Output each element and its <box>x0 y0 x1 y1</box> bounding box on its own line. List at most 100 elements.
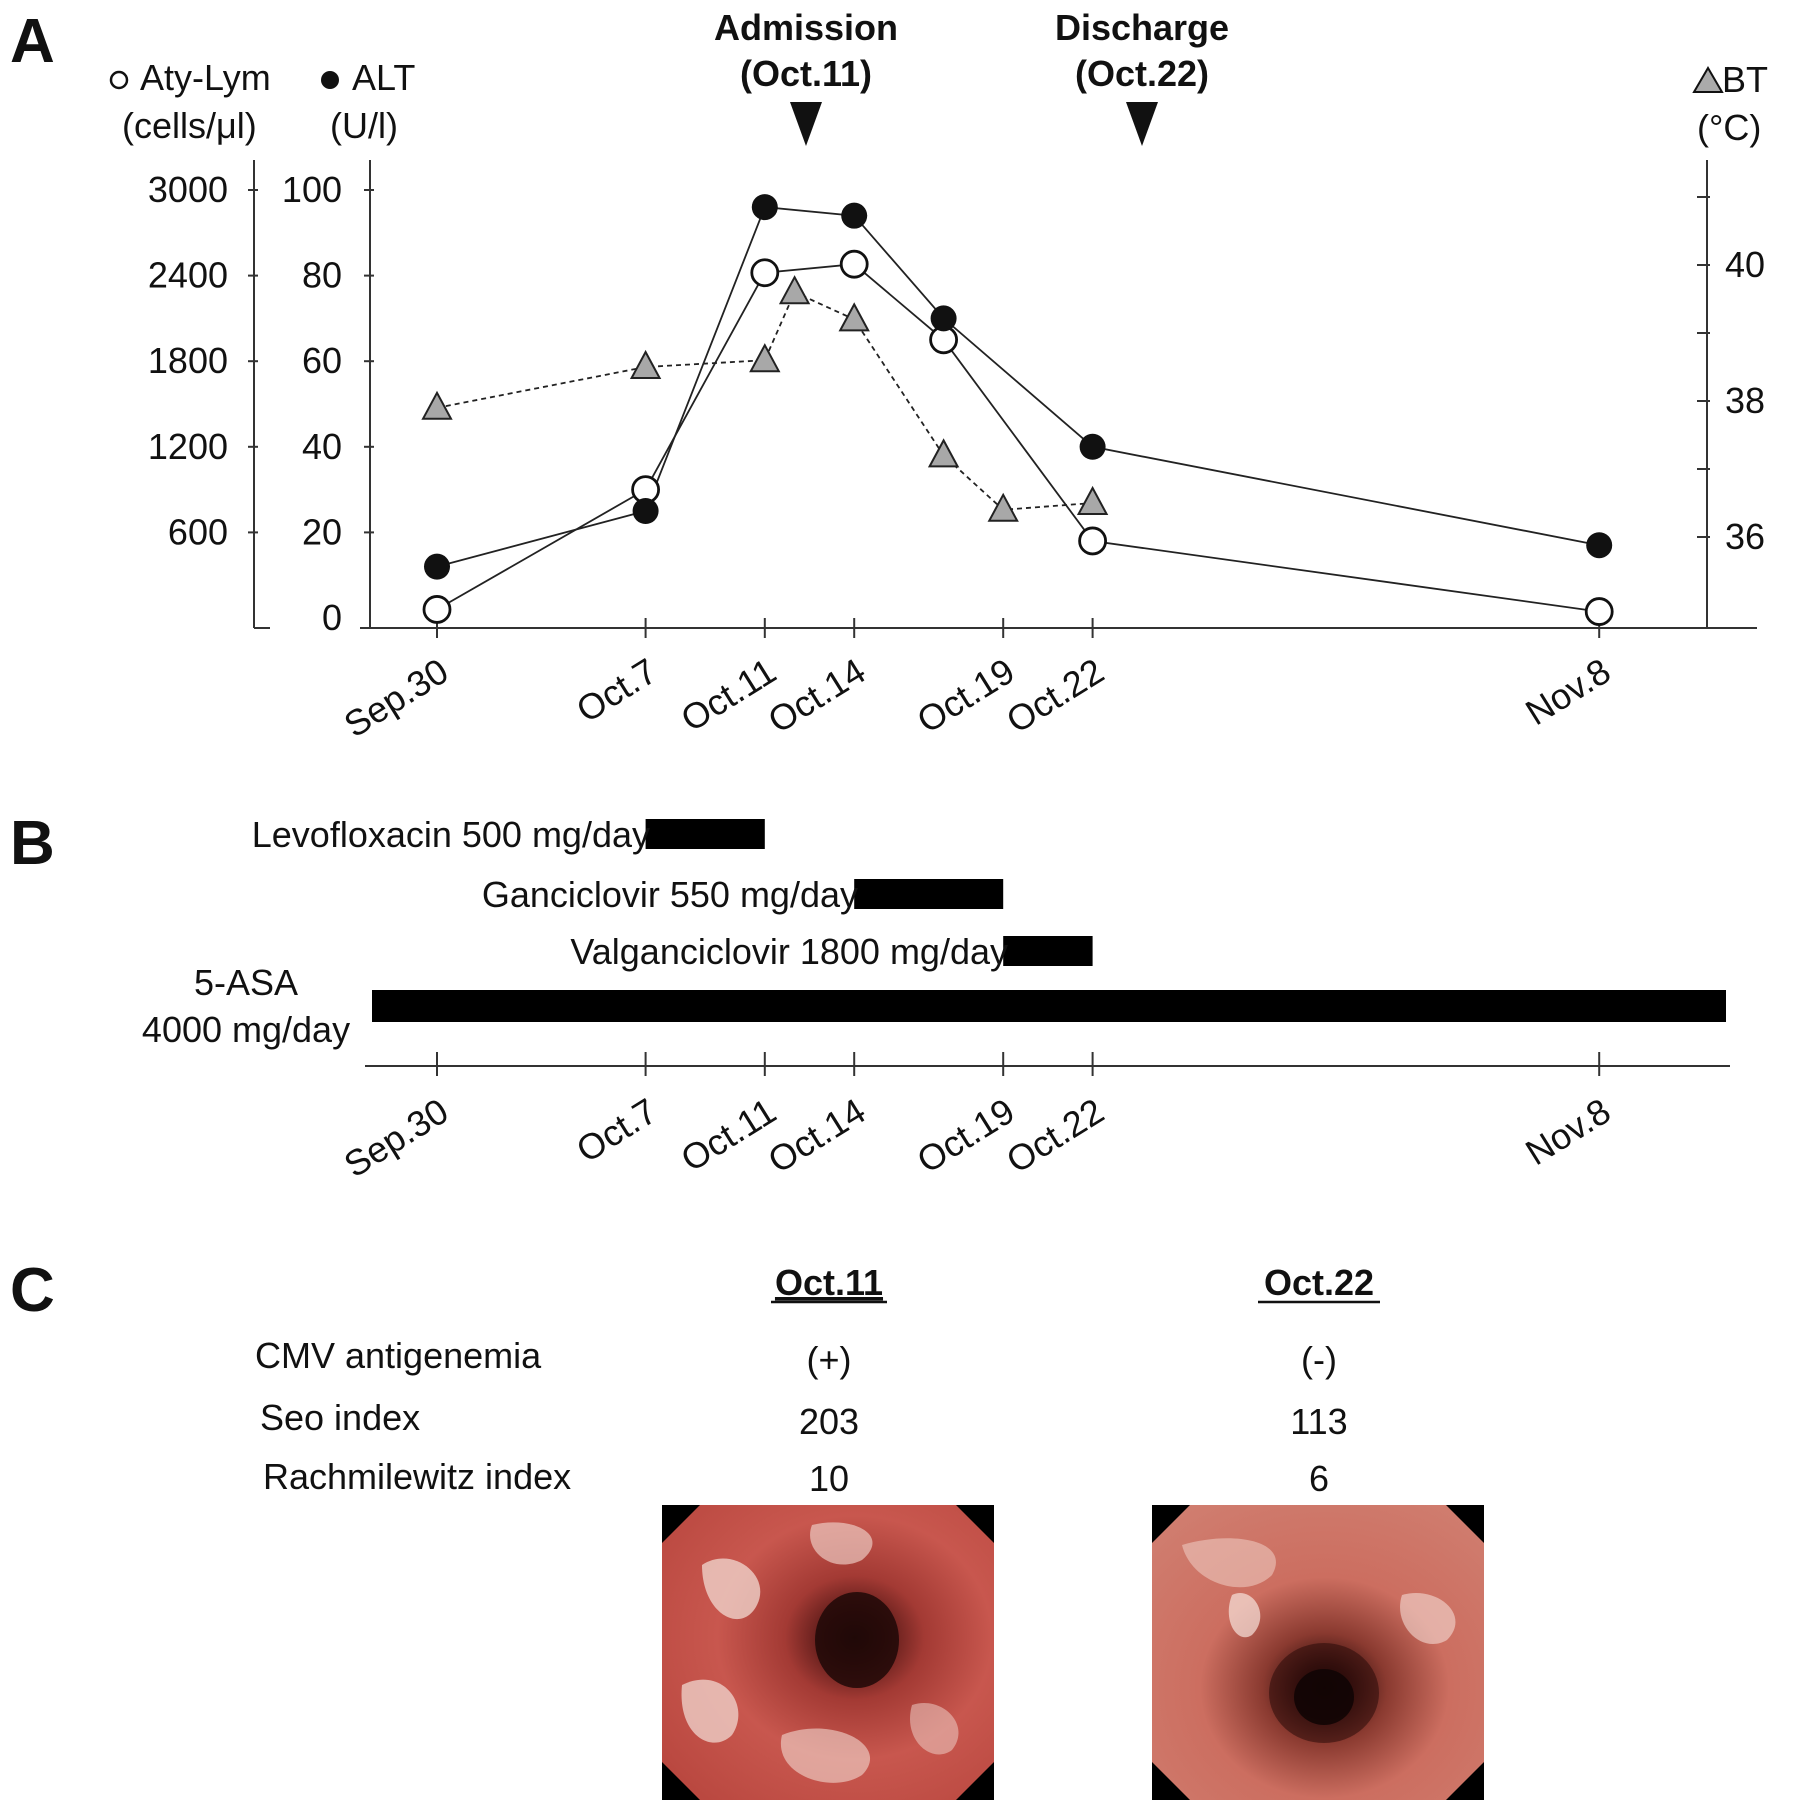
series-aty-lym-point <box>750 258 780 288</box>
x-tick-label: Oct.22 <box>999 650 1111 741</box>
series-aty-lym-point <box>839 249 869 279</box>
discharge-label: Discharge <box>1055 7 1229 48</box>
x-tick-label: Sep.30 <box>337 650 455 745</box>
y-tick-label-ul: 60 <box>302 340 342 381</box>
panel-a-series <box>421 194 1614 626</box>
cell-seo-oct22: 113 <box>1290 1401 1347 1442</box>
table-header-oct11: Oct.11 <box>775 1262 883 1303</box>
x-tick-label: Oct.19 <box>910 650 1022 741</box>
panel-a-tick-marks <box>248 189 1710 638</box>
series-bt-line <box>436 291 1093 511</box>
panel-c-letter: C <box>10 1256 55 1325</box>
series-bt-point <box>749 343 781 373</box>
discharge-arrow-icon <box>1126 102 1158 146</box>
admission-arrow-icon <box>790 102 822 146</box>
series-alt-line <box>436 206 1600 568</box>
legend-bt-unit: (°C) <box>1697 107 1761 148</box>
x-tick-label: Oct.7 <box>569 1090 664 1170</box>
row-label-cmv: CMV antigenemia <box>255 1335 542 1376</box>
x-tick-label: Oct.22 <box>999 1090 1111 1181</box>
y-tick-label-cells: 600 <box>168 511 228 552</box>
y-tick-label-cells: 1200 <box>148 426 228 467</box>
y-tick-label-ul: 40 <box>302 426 342 467</box>
series-alt-point <box>841 202 868 229</box>
y-tick-label-cells: 2400 <box>148 255 228 296</box>
panel-b-medication-bars: Levofloxacin 500 mg/day Ganciclovir 550 m… <box>142 814 1726 1050</box>
cell-rachmilewitz-oct11: 10 <box>809 1458 849 1499</box>
x-tick-label: Oct.19 <box>910 1090 1022 1181</box>
series-bt-point <box>927 438 960 468</box>
medication-bar <box>645 819 765 849</box>
y-tick-label-ul: 100 <box>282 169 342 210</box>
endoscopy-image-oct11 <box>662 1505 994 1800</box>
table-header-oct22: Oct.22 <box>1264 1262 1374 1303</box>
endoscopy-image-oct22 <box>1152 1505 1484 1800</box>
legend-aty-lym-unit: (cells/μl) <box>122 105 257 146</box>
medication-bar <box>854 879 1004 909</box>
medication-bar <box>372 990 1726 1022</box>
series-alt-point <box>930 305 957 332</box>
legend-alt-unit: (U/l) <box>330 105 398 146</box>
y-tick-label-bt: 38 <box>1725 380 1765 421</box>
medication-label: Ganciclovir 550 mg/day <box>482 874 858 915</box>
series-bt-point <box>629 349 662 379</box>
x-tick-label: Sep.30 <box>337 1090 455 1185</box>
series-bt-point <box>421 390 453 420</box>
admission-date-label: (Oct.11) <box>740 53 872 94</box>
series-aty-lym-point <box>1078 526 1107 556</box>
medication-label-line1: 5-ASA <box>194 962 298 1003</box>
series-bt-point <box>987 492 1019 522</box>
x-tick-label: Oct.14 <box>761 1090 873 1181</box>
panel-b-tick-marks <box>436 1052 1601 1076</box>
row-label-rachmilewitz: Rachmilewitz index <box>263 1456 571 1497</box>
panel-b-letter: B <box>10 809 55 878</box>
x-tick-label: Oct.14 <box>761 650 873 741</box>
series-bt-point <box>838 302 870 332</box>
x-tick-label: Nov.8 <box>1518 650 1617 733</box>
series-alt-point <box>632 498 659 524</box>
row-label-seo: Seo index <box>260 1397 420 1438</box>
y-tick-label-cells: 1800 <box>148 340 228 381</box>
legend-alt: ALT (U/l) <box>321 57 415 146</box>
y-tick-label-bt: 36 <box>1725 516 1765 557</box>
legend-bt: BT (°C) <box>1692 59 1768 148</box>
series-alt-point <box>1079 433 1106 460</box>
series-alt-point <box>751 194 778 221</box>
medication-label-line2: 4000 mg/day <box>142 1009 350 1050</box>
series-bt-point <box>1076 485 1109 515</box>
medication-label: Valganciclovir 1800 mg/day <box>570 931 1008 972</box>
y-tick-label-cells: 3000 <box>148 169 228 210</box>
cell-cmv-oct11: (+) <box>807 1339 852 1380</box>
x-tick-label: Oct.7 <box>569 650 664 730</box>
y-tick-label-ul: 0 <box>322 597 342 638</box>
admission-annotation: Admission (Oct.11) <box>714 7 898 146</box>
admission-label: Admission <box>714 7 898 48</box>
panel-a-y-tick-labels: 3000 2400 1800 1200 600 100 80 60 40 20 0 40 38 36 <box>148 169 1765 638</box>
cell-cmv-oct22: (-) <box>1301 1339 1337 1380</box>
series-alt-point <box>1586 532 1613 559</box>
series-aty-lym-point <box>422 595 452 624</box>
legend-aty-lym-label: Aty-Lym <box>140 57 271 98</box>
discharge-annotation: Discharge (Oct.22) <box>1055 7 1229 146</box>
medication-bar <box>1003 936 1093 966</box>
x-tick-label: Oct.11 <box>674 1090 783 1180</box>
cell-rachmilewitz-oct22: 6 <box>1309 1458 1329 1499</box>
y-tick-label-ul: 80 <box>302 255 342 296</box>
x-tick-label: Nov.8 <box>1518 1090 1617 1173</box>
series-alt-point <box>424 553 450 580</box>
y-tick-label-bt: 40 <box>1725 244 1765 285</box>
y-tick-label-ul: 20 <box>302 511 342 552</box>
x-tick-label: Oct.11 <box>674 650 783 740</box>
series-aty-lym-point <box>1584 597 1614 626</box>
legend-alt-label: ALT <box>352 57 415 98</box>
legend-aty-lym: Aty-Lym (cells/μl) <box>109 57 271 146</box>
panel-a-letter: A <box>10 7 55 76</box>
series-bt-point <box>778 275 811 305</box>
panel-c-table: Oct.11 Oct.22 CMV antigenemia (+) (-) Se… <box>255 1262 1380 1499</box>
series-aty-lym-line <box>436 263 1600 613</box>
discharge-date-label: (Oct.22) <box>1075 53 1209 94</box>
